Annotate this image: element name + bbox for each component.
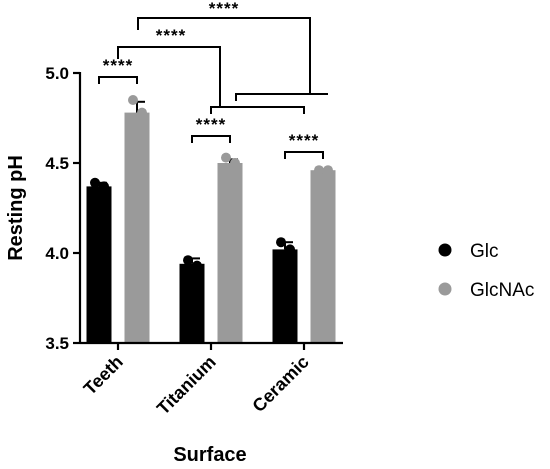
- x-axis-title: Surface: [173, 444, 246, 466]
- data-point: [323, 165, 333, 176]
- y-tick-label: 5.0: [45, 64, 69, 83]
- data-point: [285, 244, 295, 255]
- legend-label: GlcNAc: [470, 280, 534, 301]
- y-tick-label: 4.5: [45, 154, 69, 173]
- significance-bracket: [284, 151, 324, 159]
- significance-bracket: [137, 17, 311, 94]
- bar: [86, 186, 112, 343]
- x-tick-label: Teeth: [80, 352, 127, 399]
- significance-bracket: [117, 46, 221, 108]
- bar: [179, 263, 205, 343]
- data-point: [192, 260, 202, 271]
- y-axis-title: Resting pH: [5, 155, 27, 261]
- legend-marker: [438, 282, 452, 296]
- legend-label: Glc: [470, 241, 499, 262]
- x-tick-label: Ceramic: [248, 352, 312, 416]
- plot-area: [86, 95, 336, 343]
- data-point: [230, 158, 240, 168]
- data-point: [183, 255, 193, 266]
- bar: [310, 170, 336, 343]
- y-tick-label: 3.5: [45, 334, 69, 353]
- significance-label: ****: [196, 115, 226, 134]
- bar: [217, 163, 243, 343]
- bar: [124, 112, 150, 343]
- legend: Glc GlcNAc: [438, 241, 534, 301]
- significance-label: ****: [289, 131, 319, 150]
- y-tick-label: 4.0: [45, 244, 69, 263]
- data-point: [128, 95, 138, 105]
- significance-bracket: [98, 76, 138, 84]
- data-point: [90, 177, 100, 188]
- significance-label: ****: [209, 0, 239, 18]
- data-point: [137, 107, 147, 118]
- data-point: [276, 237, 286, 248]
- data-point: [99, 181, 109, 192]
- significance-bracket: [235, 93, 328, 101]
- y-axis: 3.5 4.0 4.5 5.0: [45, 64, 82, 353]
- x-tick-label: Titanium: [153, 352, 220, 419]
- significance-brackets: **** **** **** **** ****: [98, 0, 328, 159]
- significance-label: ****: [156, 26, 186, 45]
- significance-bracket: [210, 106, 305, 114]
- x-axis: Teeth Titanium Ceramic: [80, 341, 343, 419]
- data-point: [221, 152, 231, 163]
- significance-bracket: [191, 135, 231, 143]
- data-point: [314, 165, 324, 176]
- significance-label: ****: [103, 56, 133, 75]
- legend-marker: [438, 243, 452, 257]
- bar: [272, 249, 298, 343]
